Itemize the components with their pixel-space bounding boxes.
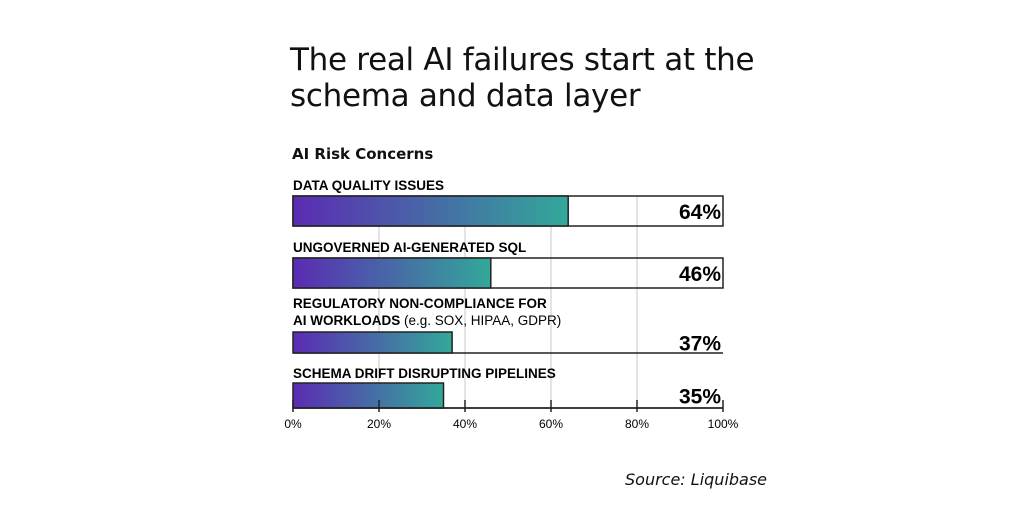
- category-label: REGULATORY NON-COMPLIANCE FOR: [293, 296, 547, 311]
- title-line-1: The real AI failures start at the: [290, 42, 755, 78]
- category-label: SCHEMA DRIFT DISRUPTING PIPELINES: [293, 366, 556, 381]
- category-label-2: AI WORKLOADS (e.g. SOX, HIPAA, GDPR): [293, 313, 561, 328]
- bar: [292, 331, 453, 354]
- x-tick-label: 20%: [367, 417, 391, 431]
- x-tick-label: 100%: [708, 417, 739, 431]
- bar: [292, 382, 445, 409]
- category-note: (e.g. SOX, HIPAA, GDPR): [404, 313, 561, 328]
- page-title: The real AI failures start at the schema…: [290, 42, 810, 114]
- value-label: 37%: [679, 333, 721, 356]
- x-tick-label: 80%: [625, 417, 649, 431]
- bar: [292, 257, 492, 289]
- x-tick-label: 40%: [453, 417, 477, 431]
- x-tick-label: 0%: [284, 417, 302, 431]
- title-line-2: schema and data layer: [290, 78, 641, 114]
- x-tick-label: 60%: [539, 417, 563, 431]
- source-note: Source: Liquibase: [625, 470, 768, 489]
- category-label: DATA QUALITY ISSUES: [293, 178, 444, 193]
- chart-title: AI Risk Concerns: [292, 145, 434, 163]
- category-label: UNGOVERNED AI-GENERATED SQL: [293, 240, 526, 255]
- value-label: 46%: [679, 263, 721, 286]
- value-label: 35%: [679, 386, 721, 409]
- bar: [292, 195, 569, 227]
- value-label: 64%: [679, 201, 721, 224]
